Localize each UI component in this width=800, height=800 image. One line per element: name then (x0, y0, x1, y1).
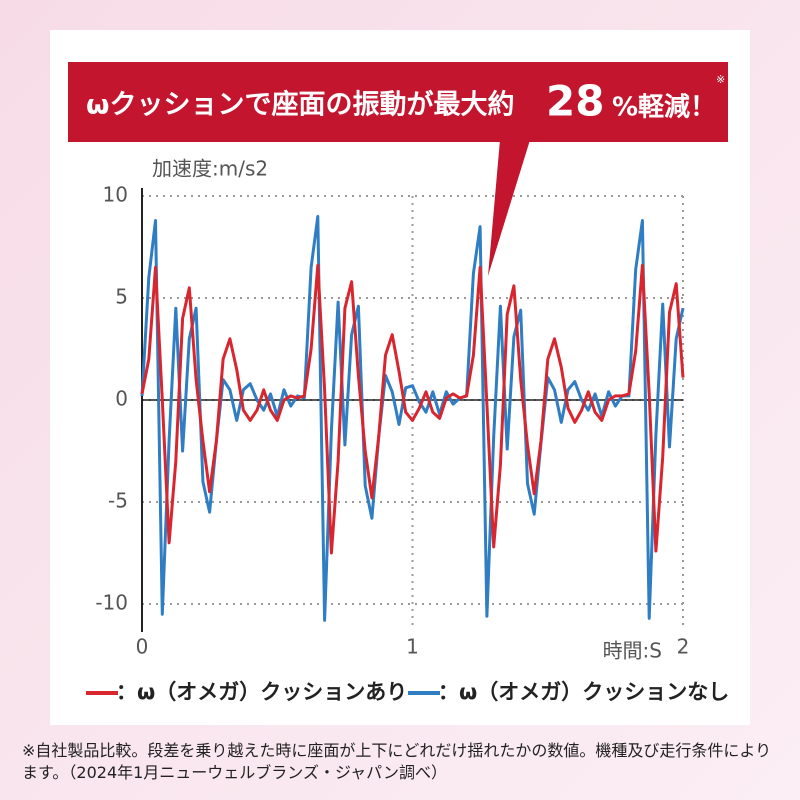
banner-pointer (488, 140, 530, 276)
banner-note: ※ (716, 73, 725, 86)
legend-label: ：ω（オメガ）クッションあり (116, 680, 407, 704)
y-axis-label: 加速度:m/s2 (152, 157, 268, 181)
y-tick-label: -5 (108, 489, 128, 513)
series-line (140, 263, 685, 555)
x-tick-label: 1 (406, 635, 419, 659)
y-tick-label: 0 (115, 387, 128, 411)
x-tick-label: 0 (136, 635, 149, 659)
x-tick-label: 2 (677, 635, 690, 659)
y-tick-label: -10 (95, 591, 128, 615)
y-tick-label: 5 (115, 285, 128, 309)
y-tick-label: 10 (103, 183, 128, 207)
series-line (140, 214, 685, 622)
banner-highlight: 28 (546, 77, 604, 126)
banner-text: ωクッションで座面の振動が最大約 (86, 89, 514, 121)
x-axis-label: 時間:S (603, 639, 662, 663)
legend-label: ：ω（オメガ）クッションなし (438, 680, 729, 704)
banner (68, 62, 728, 142)
banner-suffix: %軽減！ (612, 92, 716, 123)
footnote: ※自社製品比較。段差を乗り越えた時に座面が上下にどれだけ揺れたかの数値。機種及び… (22, 741, 772, 782)
